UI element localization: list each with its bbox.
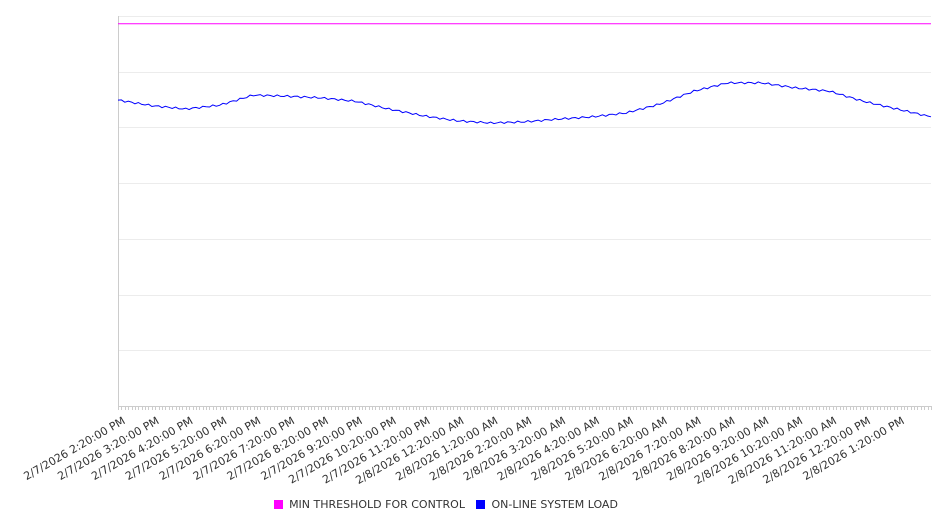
legend-label-threshold: MIN THRESHOLD FOR CONTROL bbox=[289, 498, 465, 511]
legend-label-load: ON-LINE SYSTEM LOAD bbox=[491, 498, 618, 511]
legend-swatch-threshold bbox=[274, 500, 284, 509]
legend-item-threshold[interactable]: MIN THRESHOLD FOR CONTROL bbox=[274, 498, 465, 511]
legend-item-load[interactable]: ON-LINE SYSTEM LOAD bbox=[476, 498, 618, 511]
series-line-load bbox=[117, 81, 932, 125]
x-axis-labels: 2/7/2026 2:20:00 PM2/7/2026 3:20:00 PM2/… bbox=[21, 414, 906, 487]
gridlines bbox=[118, 16, 931, 407]
legend-swatch-load bbox=[476, 500, 486, 509]
legend: MIN THRESHOLD FOR CONTROL ON-LINE SYSTEM… bbox=[0, 498, 892, 512]
line-chart: 2/7/2026 2:20:00 PM2/7/2026 3:20:00 PM2/… bbox=[21, 16, 932, 487]
x-axis-ticks bbox=[118, 406, 932, 410]
series-lines bbox=[117, 23, 932, 125]
